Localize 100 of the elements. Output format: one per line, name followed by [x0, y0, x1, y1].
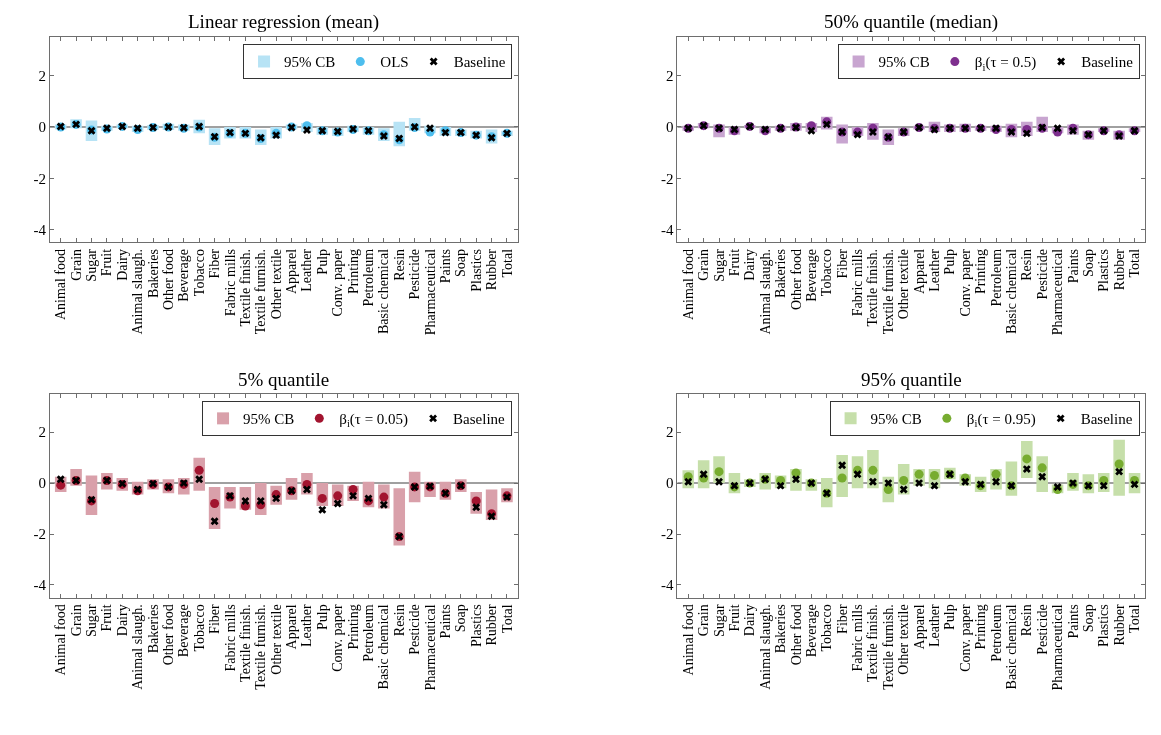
x-tick-label: Soap: [1080, 604, 1096, 633]
x-tick-label: Plastics: [468, 248, 484, 292]
legend-label: β$_{i}$(τ = 0.95): [966, 411, 1036, 430]
x-tick-label: Apparel: [911, 604, 927, 650]
x-tick-label: Grain: [696, 604, 712, 637]
y-tick-label: -2: [660, 170, 674, 187]
x-tick-label: Animal slaugh.: [757, 604, 773, 690]
legend-label: Baseline: [453, 54, 506, 71]
x-tick-label: Resin: [391, 604, 407, 637]
chart-title: 95% quantile: [861, 369, 962, 390]
x-tick-label: Leather: [299, 248, 315, 292]
x-tick-label: Fruit: [726, 604, 742, 632]
x-tick-label: Conv. paper: [957, 604, 973, 672]
x-tick-label: Textile furnish.: [253, 248, 269, 335]
y-tick-label: 2: [665, 424, 674, 441]
x-tick-label: Animal slaugh.: [130, 248, 146, 335]
x-tick-label: Apparel: [284, 604, 300, 650]
x-tick-label: Fabric mills: [222, 604, 238, 672]
legend-label: β$_{i}$(τ = 0.05): [339, 411, 409, 430]
x-tick-label: Plastics: [468, 604, 484, 648]
x-tick-label: Animal food: [53, 604, 69, 676]
x-tick-label: Fruit: [99, 604, 115, 632]
x-tick-label: Plastics: [1096, 248, 1112, 292]
x-tick-label: Leather: [927, 604, 943, 648]
y-tick-label: 0: [665, 119, 674, 136]
x-tick-label: Paints: [437, 604, 453, 639]
x-tick-label: Other textile: [268, 248, 284, 320]
y-tick-label: -2: [33, 526, 46, 543]
x-tick-label: Fabric mills: [850, 604, 866, 672]
x-tick-label: Bakeries: [145, 604, 161, 654]
legend-label: 95% CB: [284, 54, 336, 71]
x-tick-label: Dairy: [114, 604, 130, 637]
x-tick-label: Printing: [973, 604, 989, 650]
x-tick-label: Grain: [696, 248, 712, 281]
x-tick-label: Printing: [345, 604, 361, 650]
x-tick-label: Animal food: [680, 604, 696, 676]
x-tick-label: Basic chemical: [376, 604, 392, 690]
x-tick-label: Fruit: [726, 248, 742, 277]
y-tick-label: -4: [660, 577, 674, 594]
x-tick-label: Textile finish.: [237, 248, 253, 327]
y-tick-label: -4: [660, 221, 674, 238]
x-tick-label: Sugar: [84, 248, 100, 282]
x-tick-label: Sugar: [84, 604, 100, 637]
x-tick-label: Other textile: [896, 604, 912, 675]
x-tick-label: Printing: [345, 248, 361, 295]
x-tick-label: Apparel: [284, 248, 300, 295]
y-tick-label: 0: [665, 475, 674, 492]
x-tick-label: Other food: [160, 248, 176, 311]
x-tick-label: Fiber: [834, 248, 850, 279]
x-tick-label: Textile finish.: [237, 604, 253, 682]
x-tick-label: Conv. paper: [330, 248, 346, 317]
y-tick-label: 2: [38, 424, 46, 441]
x-tick-label: Soap: [1080, 248, 1096, 277]
x-tick-label: Basic chemical: [1003, 604, 1019, 690]
x-tick-label: Petroleum: [988, 248, 1004, 307]
x-tick-label: Paints: [1065, 604, 1081, 639]
x-tick-label: Soap: [453, 248, 469, 277]
x-tick-label: Beverage: [176, 604, 192, 658]
x-tick-label: Textile furnish.: [880, 248, 896, 335]
x-tick-label: Fabric mills: [850, 248, 866, 317]
x-tick-label: Basic chemical: [376, 248, 392, 335]
x-tick-label: Rubber: [1111, 248, 1127, 291]
x-tick-label: Animal food: [53, 248, 69, 321]
x-tick-label: Pesticide: [1034, 604, 1050, 655]
x-tick-label: Textile furnish.: [253, 604, 269, 690]
x-tick-label: Bakeries: [145, 248, 161, 298]
x-tick-label: Sugar: [711, 604, 727, 637]
x-tick-label: Fabric mills: [222, 248, 238, 317]
x-tick-label: Total: [499, 604, 515, 633]
y-tick-label: 2: [38, 67, 46, 84]
x-tick-label: Tobacco: [819, 604, 835, 652]
x-tick-label: Conv. paper: [330, 604, 346, 672]
x-tick-label: Fiber: [207, 604, 223, 634]
x-tick-label: Fiber: [207, 248, 223, 279]
x-tick-label: Petroleum: [361, 604, 377, 662]
x-tick-label: Pulp: [942, 248, 958, 275]
x-tick-label: Grain: [68, 248, 84, 281]
x-tick-label: Tobacco: [819, 248, 835, 297]
legend-label: 95% CB: [870, 411, 922, 428]
x-tick-label: Textile finish.: [865, 248, 881, 327]
y-tick-label: 2: [665, 67, 674, 84]
x-tick-label: Apparel: [911, 248, 927, 295]
x-tick-label: Sugar: [711, 248, 727, 282]
x-tick-label: Total: [1127, 604, 1143, 633]
y-tick-label: -2: [33, 170, 46, 187]
x-tick-label: Pesticide: [1034, 248, 1050, 300]
chart-title: 5% quantile: [238, 369, 330, 390]
x-tick-label: Pesticide: [407, 248, 423, 300]
x-tick-label: Other textile: [268, 604, 284, 675]
x-tick-label: Beverage: [176, 248, 192, 302]
y-tick-label: -2: [660, 526, 674, 543]
legend-label: β$_{i}$(τ = 0.5): [974, 54, 1037, 73]
x-tick-label: Animal slaugh.: [757, 248, 773, 335]
x-tick-label: Pharmaceutical: [1050, 248, 1066, 336]
chart-title: Linear regression (mean): [188, 11, 379, 33]
x-tick-label: Bakeries: [773, 248, 789, 298]
legend-label: OLS: [380, 54, 409, 71]
legend-label: Baseline: [1081, 54, 1134, 71]
x-tick-label: Tobacco: [191, 248, 207, 297]
x-tick-label: Rubber: [484, 248, 500, 291]
